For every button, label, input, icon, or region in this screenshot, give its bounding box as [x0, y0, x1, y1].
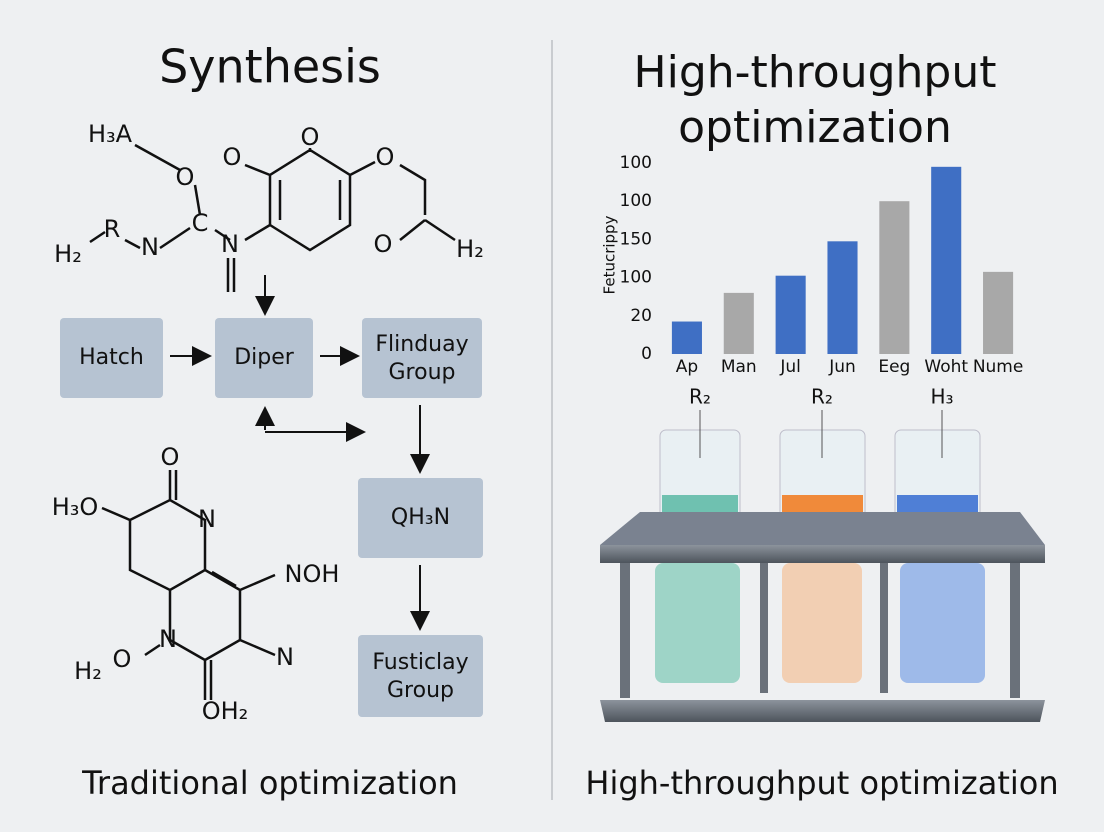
- atom-label: R: [104, 215, 121, 243]
- atom-label: O: [223, 143, 242, 171]
- x-tick-label: Man: [721, 357, 757, 377]
- flow-box: [362, 318, 482, 398]
- bar: [983, 271, 1014, 354]
- bar: [931, 166, 962, 354]
- atom-label: N: [221, 230, 239, 258]
- flow-box-label: Hatch: [79, 345, 144, 370]
- vial: [900, 563, 985, 683]
- atom-label: H₂: [54, 240, 82, 268]
- rack-edge: [600, 545, 1045, 563]
- flow-box-label: Diper: [234, 345, 295, 370]
- bar: [775, 275, 806, 354]
- atom-label: O: [176, 163, 195, 191]
- y-tick-label: 100: [620, 153, 652, 173]
- atom-label: H₂: [74, 657, 102, 685]
- rack-leg: [880, 563, 888, 693]
- atom-label: H₃A: [88, 120, 133, 148]
- bar: [879, 201, 910, 354]
- right-title: optimization: [678, 102, 952, 153]
- rack-leg: [620, 563, 630, 698]
- atom-label: O: [374, 230, 393, 258]
- flow-box: [358, 478, 483, 558]
- rack-leg: [1010, 563, 1020, 698]
- atom-label: N: [159, 625, 177, 653]
- atom-label: C: [192, 209, 209, 237]
- flow-box-label: Fusticlay Group: [372, 650, 468, 703]
- rack: [600, 429, 1045, 722]
- molecule-bonds: [89, 143, 456, 700]
- flow-box: [60, 318, 163, 398]
- atom-label: N: [276, 643, 294, 671]
- rack-top: [600, 512, 1045, 545]
- y-tick-label: 20: [630, 306, 652, 326]
- vial-label: H₃: [930, 385, 953, 409]
- x-tick-label: Eeg: [878, 357, 910, 377]
- x-tick-label: Jul: [779, 357, 801, 377]
- bar: [827, 241, 858, 354]
- y-tick-label: 100: [620, 268, 652, 288]
- flow-arrows: [170, 275, 430, 631]
- vial: [655, 563, 740, 683]
- atom-label: O: [301, 123, 320, 151]
- atom-label: O: [113, 645, 132, 673]
- y-tick-label: 0: [641, 344, 652, 364]
- x-tick-label: Ap: [676, 357, 698, 377]
- atom-label: OH₂: [202, 697, 249, 725]
- rack-base: [600, 700, 1045, 722]
- right-title: High-throughput: [634, 47, 997, 98]
- left-title: Synthesis: [159, 40, 381, 94]
- bar: [671, 321, 702, 354]
- y-axis-label: Fetucrippy: [601, 215, 619, 294]
- x-tick-label: Nume: [973, 357, 1024, 377]
- vial-label: R₂: [811, 385, 833, 409]
- atom-label: NOH: [285, 560, 340, 588]
- y-tick-label: 100: [620, 191, 652, 211]
- bar: [723, 292, 754, 354]
- x-tick-label: Jun: [828, 357, 856, 377]
- vial-label: R₂: [689, 385, 711, 409]
- rack-leg: [760, 563, 768, 693]
- atom-label: N: [141, 233, 159, 261]
- x-tick-label: Woht: [924, 357, 968, 377]
- flow-box: [215, 318, 313, 398]
- vial: [782, 563, 862, 683]
- atom-label: N: [198, 505, 216, 533]
- flow-box-label: Flinduay Group: [375, 332, 468, 385]
- atom-label: H₃O: [52, 493, 99, 521]
- atom-label: O: [161, 443, 180, 471]
- left-caption: Traditional optimization: [81, 764, 458, 802]
- y-tick-label: 150: [620, 229, 652, 249]
- right-caption: High-throughput optimization: [585, 764, 1058, 802]
- atom-label: H₂: [456, 235, 484, 263]
- flow-box: [358, 635, 483, 717]
- flow-box-label: QH₃N: [391, 505, 450, 530]
- atom-label: O: [376, 143, 395, 171]
